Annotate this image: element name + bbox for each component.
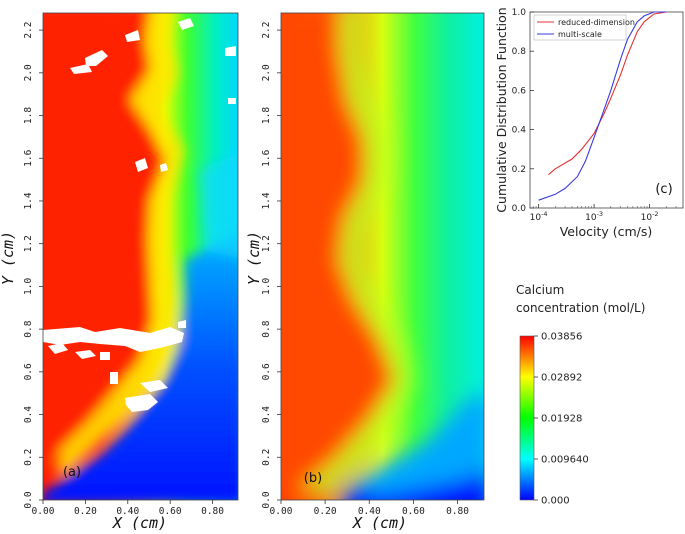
panel-b-ytick-label: 1.4 [261,192,272,209]
panel-b-label: (b) [304,471,322,486]
panel-c-xtick-label: 10-4 [530,210,548,223]
panel-b-ytick-label: 1.2 [261,235,272,252]
colorbar-title-line2: concentration (mol/L) [516,301,645,315]
colorbar-tick-label: 0.000 [541,496,570,507]
panel-a-xtick-label: 0.40 [116,506,139,517]
panel-b-ylabel: Y (cm) [245,231,263,285]
panel-a-ytick-label: 1.8 [23,107,34,124]
panel-a-xtick-label: 0.20 [74,506,97,517]
panel-c: 0.0 0.2 0.4 0.6 0.8 1.0 10-4 10-3 10-2 reduced-d… [494,7,684,239]
panel-a-ytick-label: 0.8 [23,320,34,337]
panel-a-ytick-label: 1.2 [23,235,34,252]
panel-c-frame [529,11,684,209]
panel-a-label: (a) [63,465,81,480]
panel-a-xtick-label: 0.00 [32,506,55,517]
legend-label-multi-scale: multi-scale [558,30,602,39]
panel-c-ytick-label: 1.0 [512,8,527,18]
panel-a-ylabel: Y (cm) [0,231,17,285]
panel-c-label: (c) [655,182,672,197]
panel-c-xlabel: Velocity (cm/s) [560,224,653,239]
colorbar-tick-label: 0.009640 [541,455,589,466]
panel-a: 0.00 0.20 0.40 0.60 0.80 0.0 0.2 0.4 0.6 0.8 1.0 1.… [0,12,239,532]
panel-a-xtick-label: 0.80 [201,506,224,517]
panel-c-legend: reduced-dimension multi-scale [533,14,635,41]
panel-b-xtick-label: 0.00 [270,506,293,517]
colorbar-tick-label: 0.02892 [541,373,582,384]
panel-a-axes: 0.00 0.20 0.40 0.60 0.80 0.0 0.2 0.4 0.6 0.8 1.0 1.… [23,22,224,517]
panel-b-ytick-label: 1.6 [261,149,272,166]
panel-c-xtick-label: 10-3 [585,210,603,223]
series-line-reduced-dimension [548,11,667,176]
colorbar-gradient [519,335,535,501]
panel-b-ytick-label: 0.4 [261,406,272,423]
colorbar-tick-label: 0.03856 [541,332,582,343]
colorbar-tick-label: 0.01928 [541,414,582,425]
panel-b-ytick-label: 1.0 [261,278,272,295]
panel-c-ytick-label: 0.0 [512,204,527,214]
panel-b-ytick-label: 0.8 [261,320,272,337]
panel-a-ytick-label: 1.4 [23,192,34,209]
panel-a-ytick-label: 1.6 [23,149,34,166]
panel-b-ytick-label: 2.2 [261,22,272,39]
panel-a-ytick-label: 1.0 [23,278,34,295]
panel-b: 0.00 0.20 0.40 0.60 0.80 0.0 0.2 0.4 0.6 0.8 1.0 1.… [245,12,485,532]
panel-c-ytick-label: 0.2 [512,165,526,175]
colorbar: Calcium concentration (mol/L) 0.038560.0… [516,283,645,507]
panel-c-series [538,11,667,201]
colorbar-title-line1: Calcium [516,283,564,297]
panel-a-ytick-label: 2.2 [23,22,34,39]
panel-b-ytick-label: 0.2 [261,449,272,466]
panel-b-ytick-label: 1.8 [261,107,272,124]
panel-a-ytick-label: 0.4 [23,406,34,423]
panel-a-ytick-label: 0.2 [23,449,34,466]
panel-b-axes: 0.00 0.20 0.40 0.60 0.80 0.0 0.2 0.4 0.6 0.8 1.0 1.… [261,22,469,517]
panel-b-xlabel: X (cm) [352,514,407,532]
panel-b-xtick-label: 0.40 [358,506,381,517]
panel-c-ytick-label: 0.8 [512,47,527,57]
panel-c-ylabel: Cumulative Distribution Function [494,7,509,212]
panel-b-xtick-label: 0.20 [314,506,337,517]
series-line-multi-scale [538,11,667,201]
panel-a-heatmap [43,13,238,500]
panel-c-ytick-label: 0.6 [512,86,527,96]
panel-b-heatmap [281,13,484,500]
panel-a-ytick-label: 0.6 [23,363,34,380]
panel-b-ytick-label: 2.0 [261,64,272,81]
panel-b-ytick-label: 0.0 [261,491,272,508]
legend-label-reduced-dimension: reduced-dimension [558,18,635,27]
panel-b-xtick-label: 0.80 [446,506,469,517]
colorbar-ticks: 0.03856 0.02892 0.01928 0.009640 0.000 [534,332,589,507]
panel-b-ytick-label: 0.6 [261,363,272,380]
panel-a-ytick-label: 0.0 [23,491,34,508]
panel-c-ytick-label: 0.4 [512,126,527,136]
panel-b-xtick-label: 0.60 [402,506,425,517]
panel-a-xlabel: X (cm) [112,514,167,532]
panel-a-xtick-label: 0.60 [159,506,182,517]
panel-a-mask-patches [43,18,236,412]
panel-a-ytick-label: 2.0 [23,64,34,81]
panel-c-xtick-label: 10-2 [641,210,659,223]
